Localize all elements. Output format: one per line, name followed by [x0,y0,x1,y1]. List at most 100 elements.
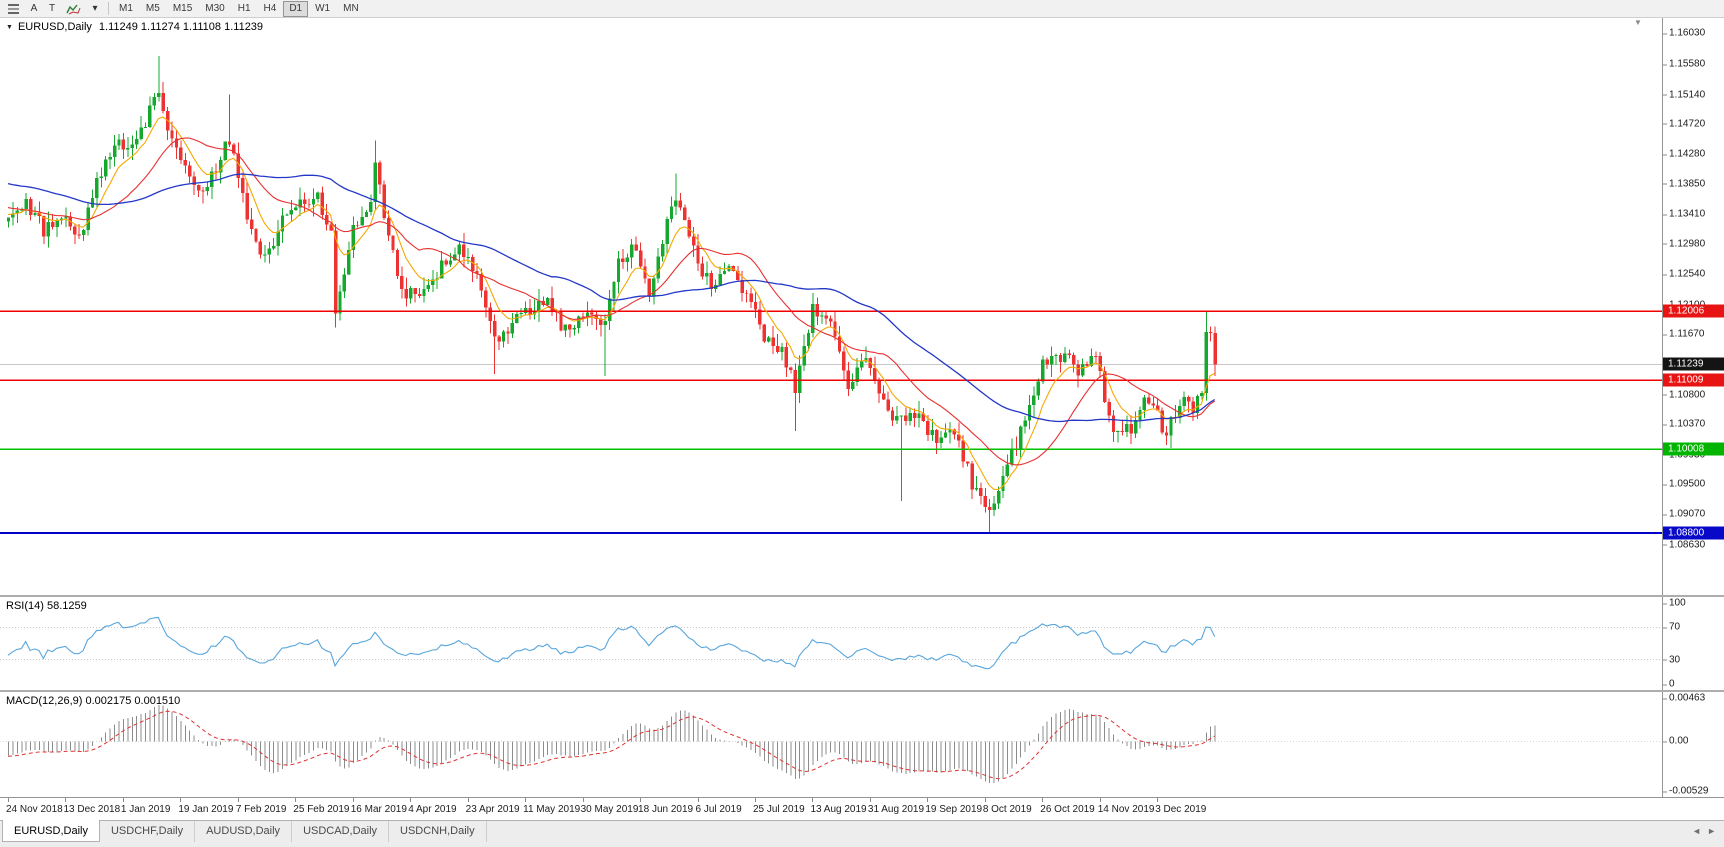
date-tick [8,798,9,802]
date-label: 11 May 2019 [523,804,581,815]
date-tick [984,798,986,802]
tab-scroll-arrows: ◄ ► [1692,821,1724,836]
chart-symbol-label: EURUSD,Daily [17,21,92,33]
chart-tab-usdcad[interactable]: USDCAD,Daily [292,821,390,842]
toolbar: A T ▾ M1 M5 M15 M30 H1 H4 D1 W1 MN [0,0,1724,18]
chart-tab-eurusd[interactable]: EURUSD,Daily [2,820,100,842]
tabs-scroll-right-icon[interactable]: ► [1707,826,1716,836]
rsi-scale-label: 0 [1663,678,1675,690]
price-scale-label: 1.15580 [1662,58,1706,70]
timeframe-button-d1[interactable]: D1 [283,0,309,17]
date-label: 18 Jun 2019 [638,804,694,815]
price-scale-label: 1.08630 [1662,539,1706,551]
date-tick [1042,798,1044,802]
price-scale-label: 1.16030 [1662,27,1706,39]
toolbar-separator [108,2,109,15]
timeframe-button-mn[interactable]: MN [343,3,359,14]
date-tick [927,798,929,802]
chart-ohlc-values: 1.11249 1.11274 1.11108 1.11239 [98,21,264,33]
date-label: 4 Apr 2019 [408,804,457,815]
price-scale-label: 1.09070 [1662,508,1706,520]
date-label: 13 Dec 2018 [63,804,121,815]
time-axis[interactable]: 24 Nov 2018 13 Dec 2018 1 Jan 2019 19 Jan 2… [0,797,1724,820]
timeframe-button-m5[interactable]: M5 [145,3,160,14]
chart-shift-marker-icon[interactable]: ▼ [1634,18,1642,27]
date-label: 7 Feb 2019 [235,804,287,815]
chart-tab-audusd[interactable]: AUDUSD,Daily [195,821,293,842]
timeframe-button-h4[interactable]: H4 [263,3,277,14]
macd-scale-label: -0.00529 [1662,785,1709,797]
macd-scale-label: 0.00463 [1662,692,1706,704]
date-tick [295,798,297,802]
date-tick [410,798,412,802]
price-badge: 1.11009 [1663,373,1724,387]
price-scale-label: 1.09500 [1662,478,1706,490]
date-label: 26 Oct 2019 [1040,804,1095,815]
date-tick [65,798,67,802]
timeframe-button-m30[interactable]: M30 [205,3,225,14]
date-tick [467,798,469,802]
rsi-scale-label: 30 [1662,654,1681,666]
date-tick [352,798,354,802]
price-scale-label: 1.11670 [1662,328,1705,340]
chart-tab-usdchf[interactable]: USDCHF,Daily [100,821,196,842]
timeframe-buttons: M1 M5 M15 M30 H1 H4 D1 W1 MN [113,0,365,17]
price-badge: 1.12006 [1663,304,1724,318]
date-label: 24 Nov 2018 [6,804,63,815]
price-scale-label: 1.14280 [1662,148,1706,160]
date-tick [812,798,814,802]
macd-panel[interactable] [0,692,1662,797]
cursor-tool-button[interactable]: A [30,3,38,14]
macd-scale-label: 0.00 [1662,735,1689,747]
rsi-indicator-label: RSI(14) 58.1259 [6,600,87,612]
date-label: 3 Dec 2019 [1155,804,1207,815]
price-scale[interactable]: 1.16030 1.15580 1.15140 1.14720 1.14280 1.138… [1662,18,1724,797]
date-tick [1099,798,1101,802]
price-chart[interactable] [0,18,1662,595]
price-scale-label: 1.10800 [1662,389,1706,401]
chart-title: ▼ EURUSD,Daily 1.11249 1.11274 1.11108 1… [6,21,263,33]
date-tick [237,798,239,802]
price-scale-label: 1.14720 [1662,118,1706,130]
timeframe-button-w1[interactable]: W1 [315,3,331,14]
text-tool-button[interactable]: T [48,3,56,14]
timeframe-button-h1[interactable]: H1 [237,3,251,14]
price-badge: 1.10008 [1663,442,1724,456]
date-label: 14 Nov 2019 [1097,804,1155,815]
date-tick [697,798,699,802]
collapse-arrow-icon[interactable]: ▼ [6,23,13,31]
price-scale-label: 1.12540 [1662,268,1706,280]
price-badge: 1.11239 [1663,357,1724,371]
price-badge: 1.08800 [1663,526,1724,540]
date-label: 13 Aug 2019 [810,804,867,815]
date-tick [525,798,527,802]
indicators-icon[interactable] [61,1,86,17]
chart-tabs: EURUSD,Daily USDCHF,Daily AUDUSD,Daily USDC… [2,820,487,842]
date-label: 19 Sep 2019 [925,804,983,815]
rsi-panel[interactable] [0,597,1662,690]
timeframe-button-m1[interactable]: M1 [119,3,133,14]
date-label: 25 Feb 2019 [293,804,350,815]
price-scale-label: 1.10370 [1662,418,1706,430]
timeframe-button-m15[interactable]: M15 [172,3,193,14]
date-label: 19 Jan 2019 [178,804,234,815]
indicators-dropdown-caret-icon[interactable]: ▾ [92,3,98,14]
chart-windows-icon[interactable] [3,1,25,17]
date-label: 6 Jul 2019 [695,804,742,815]
chart-tab-bar: EURUSD,Daily USDCHF,Daily AUDUSD,Daily USDC… [0,820,1724,847]
date-tick [754,798,756,802]
date-label: 1 Jan 2019 [120,804,171,815]
date-label: 25 Jul 2019 [752,804,805,815]
panel-splitter[interactable] [0,595,1724,597]
price-scale-label: 1.12980 [1662,238,1706,250]
date-tick [869,798,871,802]
panel-splitter[interactable] [0,690,1724,692]
date-tick [180,798,182,802]
macd-indicator-label: MACD(12,26,9) 0.002175 0.001510 [6,695,181,707]
date-tick [122,798,124,802]
date-label: 16 Mar 2019 [350,804,407,815]
date-tick [582,798,584,802]
chart-tab-usdcnh[interactable]: USDCNH,Daily [389,821,487,842]
tabs-scroll-left-icon[interactable]: ◄ [1692,826,1702,836]
